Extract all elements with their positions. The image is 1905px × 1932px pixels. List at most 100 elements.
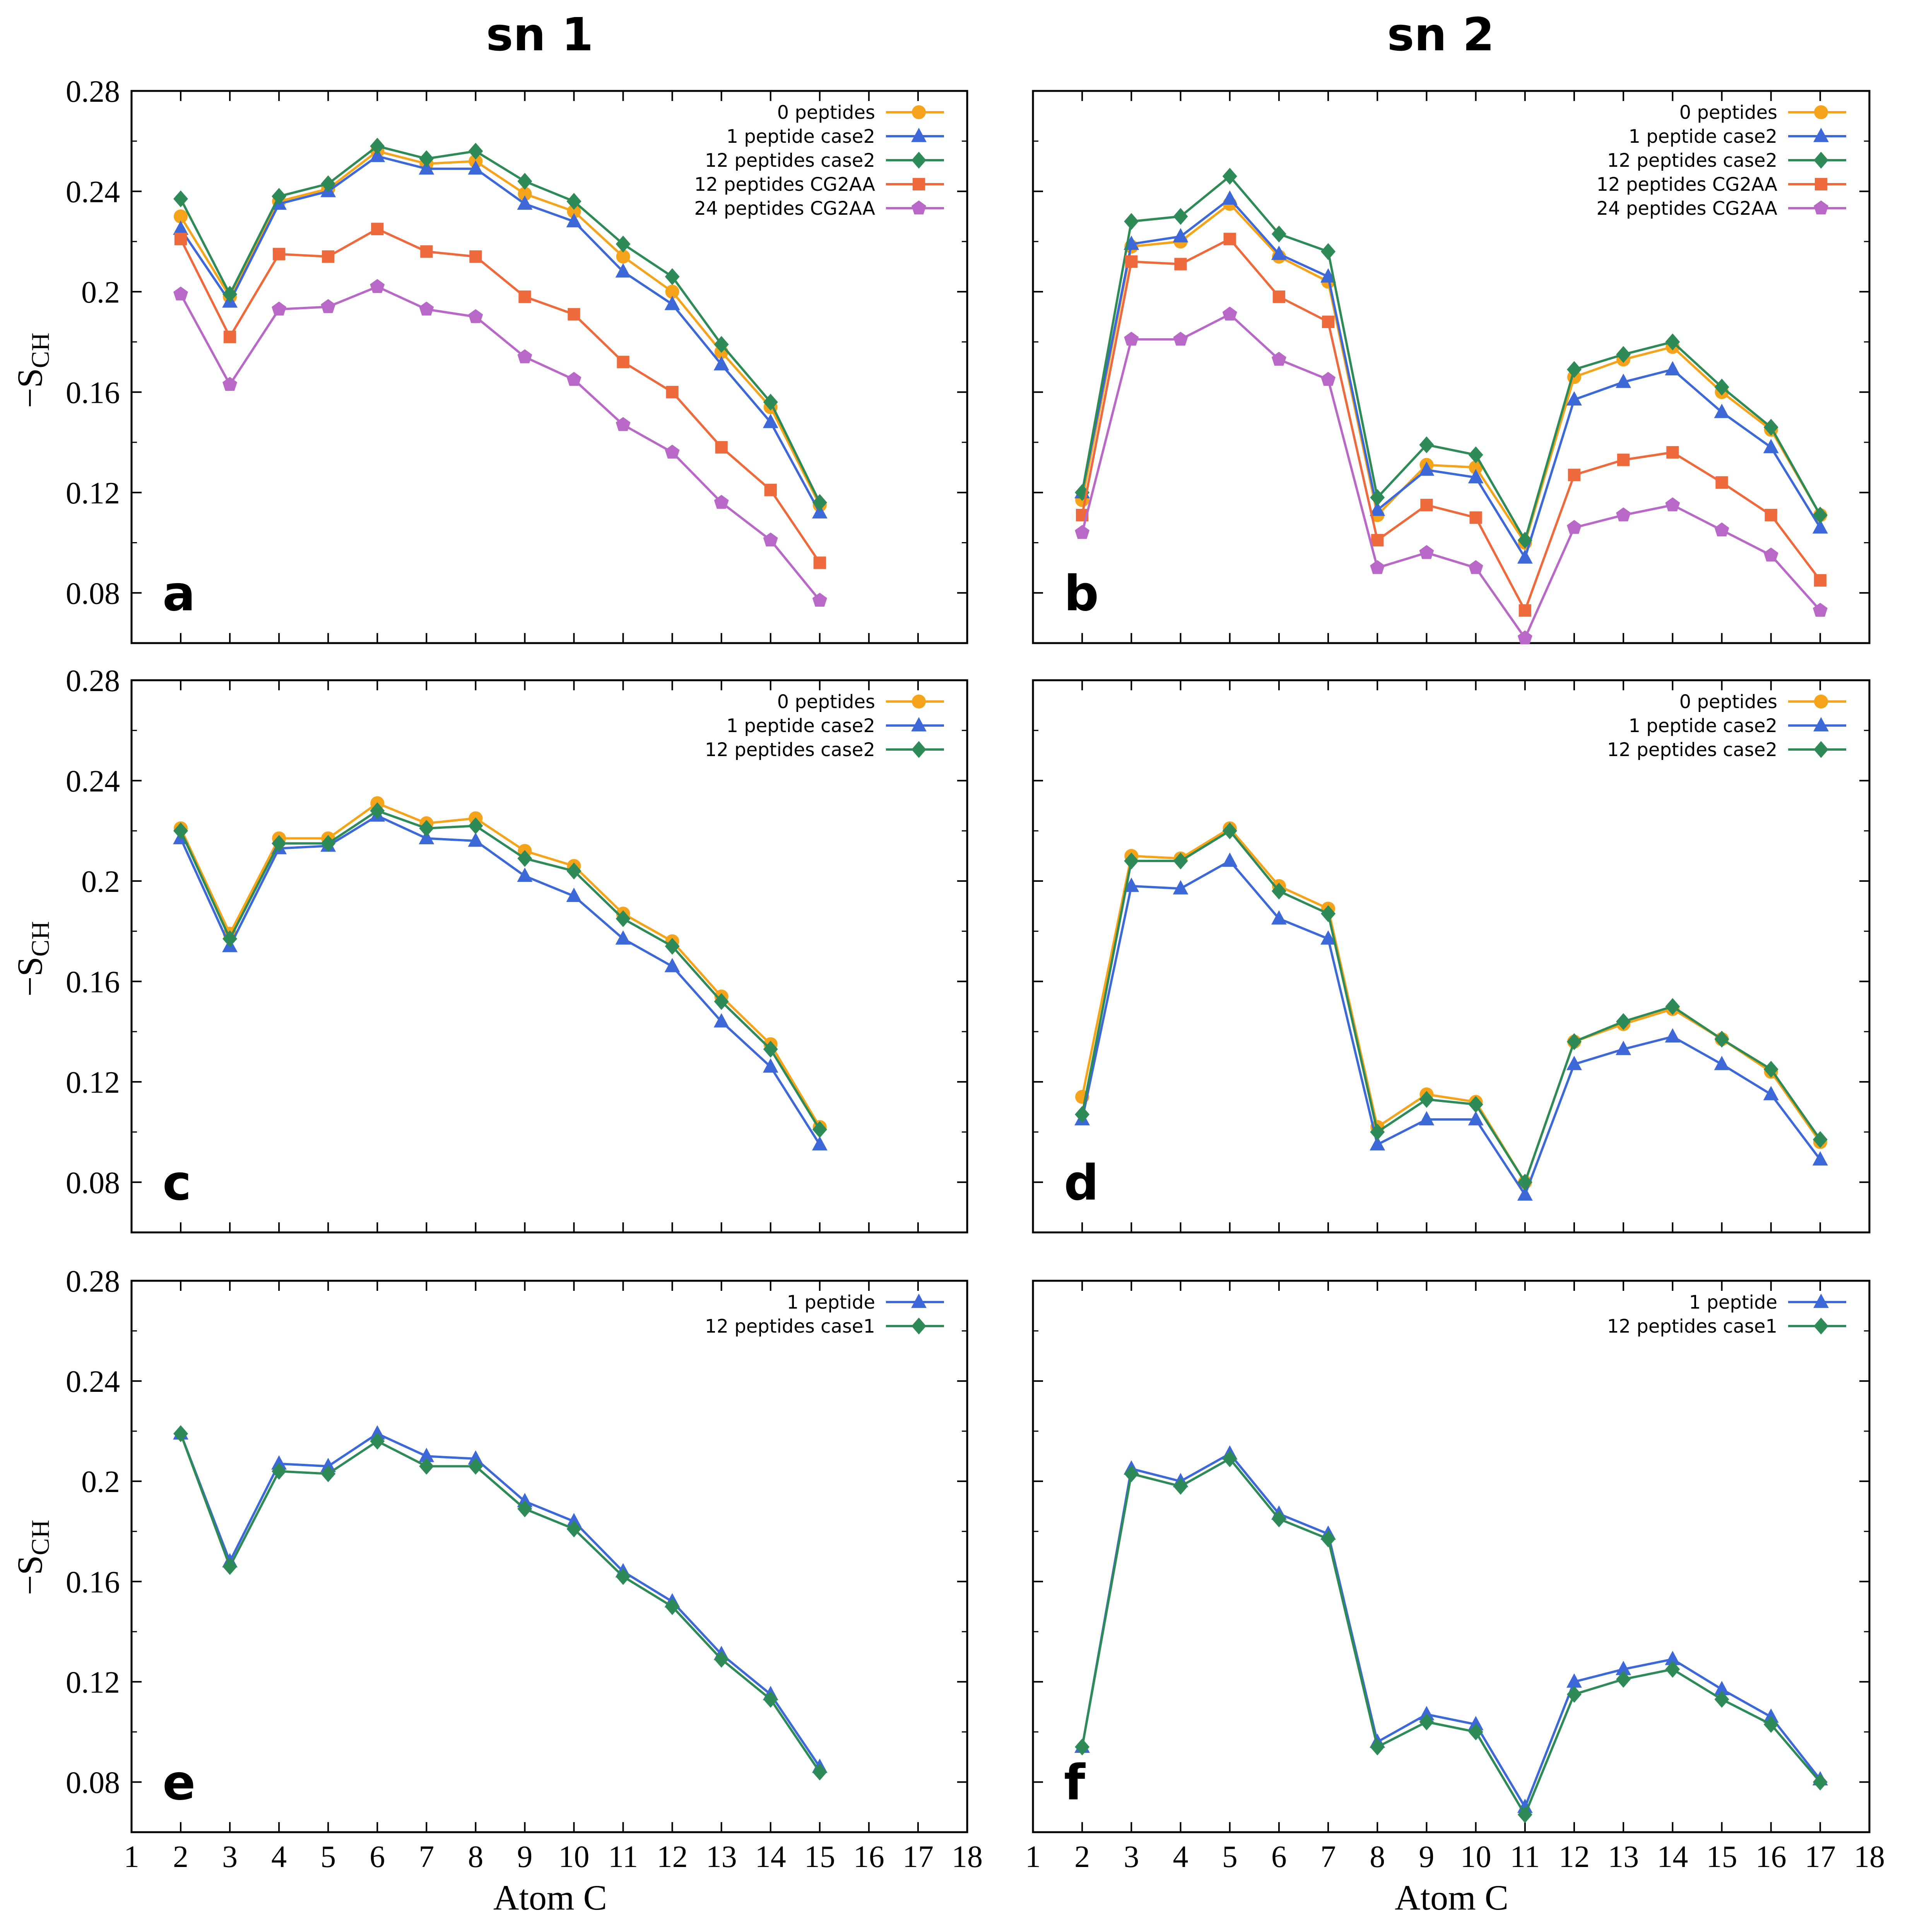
data-point bbox=[468, 817, 483, 835]
series-1-peptide-case2 bbox=[1074, 852, 1828, 1201]
legend-label: 24 peptides CG2AA bbox=[1597, 198, 1778, 219]
data-point bbox=[1566, 1056, 1582, 1070]
data-point bbox=[1617, 453, 1630, 466]
data-point bbox=[320, 1458, 336, 1472]
series-line bbox=[1081, 313, 1821, 640]
legend-label: 12 peptides CG2AA bbox=[1597, 174, 1778, 195]
data-point bbox=[1616, 1671, 1631, 1688]
plot-frame bbox=[130, 679, 968, 1234]
series-1-peptide bbox=[1074, 1445, 1828, 1813]
data-point bbox=[713, 1013, 729, 1028]
data-point bbox=[566, 1513, 582, 1528]
series-1-peptide-case2 bbox=[173, 147, 828, 519]
data-point bbox=[468, 309, 483, 323]
data-layer bbox=[1074, 168, 1828, 645]
data-point bbox=[1715, 476, 1728, 489]
data-point bbox=[1321, 371, 1336, 386]
data-point bbox=[1765, 509, 1777, 522]
x-tick-label: 8 bbox=[1370, 1840, 1385, 1874]
data-point bbox=[1468, 560, 1483, 574]
data-point bbox=[517, 349, 532, 363]
legend-label: 1 peptide case2 bbox=[1628, 715, 1777, 737]
data-point bbox=[665, 1598, 680, 1615]
series-line bbox=[1081, 1452, 1821, 1809]
data-point bbox=[517, 1500, 532, 1518]
data-point bbox=[468, 142, 483, 160]
data-point bbox=[1568, 469, 1581, 481]
x-tick-label: 10 bbox=[559, 1840, 590, 1874]
data-point bbox=[616, 235, 631, 253]
data-point bbox=[714, 1651, 729, 1668]
data-point bbox=[370, 802, 385, 820]
data-point bbox=[1321, 1530, 1336, 1548]
data-point bbox=[273, 248, 286, 260]
legend-marker bbox=[1814, 1318, 1828, 1335]
data-point bbox=[419, 820, 434, 837]
data-point bbox=[714, 495, 729, 509]
y-axis-label-row3: −SCH bbox=[10, 1520, 55, 1595]
legend-marker bbox=[911, 128, 927, 142]
data-point bbox=[272, 301, 287, 316]
data-point bbox=[1468, 1096, 1483, 1113]
y-axis-label-row1: −SCH bbox=[10, 333, 55, 408]
data-point bbox=[1468, 1111, 1484, 1126]
data-point bbox=[419, 160, 434, 175]
data-point bbox=[1566, 1033, 1582, 1050]
series-line bbox=[180, 1432, 821, 1768]
data-point bbox=[812, 1121, 827, 1138]
y-tick-label: 0.28 bbox=[66, 664, 120, 698]
series-line bbox=[180, 155, 821, 513]
legend-marker bbox=[912, 178, 925, 191]
data-point bbox=[715, 441, 728, 454]
data-point bbox=[1616, 1013, 1631, 1030]
x-axis-label-right: Atom C bbox=[1395, 1878, 1508, 1917]
data-point bbox=[763, 394, 778, 411]
series-line bbox=[1081, 175, 1821, 542]
y-tick-label: 0.2 bbox=[81, 276, 120, 310]
data-point bbox=[1124, 852, 1139, 869]
data-point bbox=[812, 1763, 827, 1781]
legend-marker bbox=[1814, 741, 1828, 758]
data-point bbox=[1124, 332, 1139, 346]
data-point bbox=[1812, 1151, 1828, 1166]
data-point bbox=[369, 1425, 385, 1440]
legend-marker bbox=[911, 741, 926, 758]
x-tick-label: 2 bbox=[173, 1840, 188, 1874]
data-point bbox=[419, 830, 434, 844]
x-tick-label: 10 bbox=[1460, 1840, 1491, 1874]
data-point bbox=[1763, 548, 1778, 562]
legend-marker bbox=[911, 694, 926, 709]
data-point bbox=[1763, 1086, 1779, 1100]
x-tick-label: 1 bbox=[1025, 1840, 1041, 1874]
data-point bbox=[1517, 1174, 1532, 1191]
plot-frame bbox=[1032, 679, 1871, 1234]
data-point bbox=[173, 286, 188, 301]
x-tick-label: 15 bbox=[1706, 1840, 1737, 1874]
data-point bbox=[615, 263, 631, 278]
data-point bbox=[1665, 361, 1681, 376]
x-tick-label: 12 bbox=[657, 1840, 688, 1874]
data-point bbox=[1469, 511, 1482, 524]
data-point bbox=[517, 195, 533, 210]
data-point bbox=[664, 958, 680, 972]
data-point bbox=[322, 250, 335, 263]
plot-frame bbox=[1032, 90, 1871, 644]
legend-label: 1 peptide case2 bbox=[726, 126, 875, 147]
series-line bbox=[1081, 860, 1821, 1196]
series-line bbox=[1081, 238, 1821, 612]
legend-label: 1 peptide case2 bbox=[1628, 126, 1777, 147]
column-title-sn1: sn 1 bbox=[486, 8, 593, 61]
series-12-peptides-cg2aa bbox=[174, 222, 826, 569]
x-tick-label: 4 bbox=[1173, 1840, 1188, 1874]
data-point bbox=[714, 336, 729, 353]
data-point bbox=[1320, 930, 1336, 945]
data-point bbox=[1075, 1738, 1090, 1756]
x-tick-label: 5 bbox=[320, 1840, 336, 1874]
legend-label: 0 peptides bbox=[1679, 691, 1777, 713]
data-point bbox=[1222, 168, 1237, 185]
data-point bbox=[1371, 534, 1384, 547]
data-point bbox=[1468, 1723, 1483, 1740]
data-point bbox=[1665, 1651, 1681, 1665]
